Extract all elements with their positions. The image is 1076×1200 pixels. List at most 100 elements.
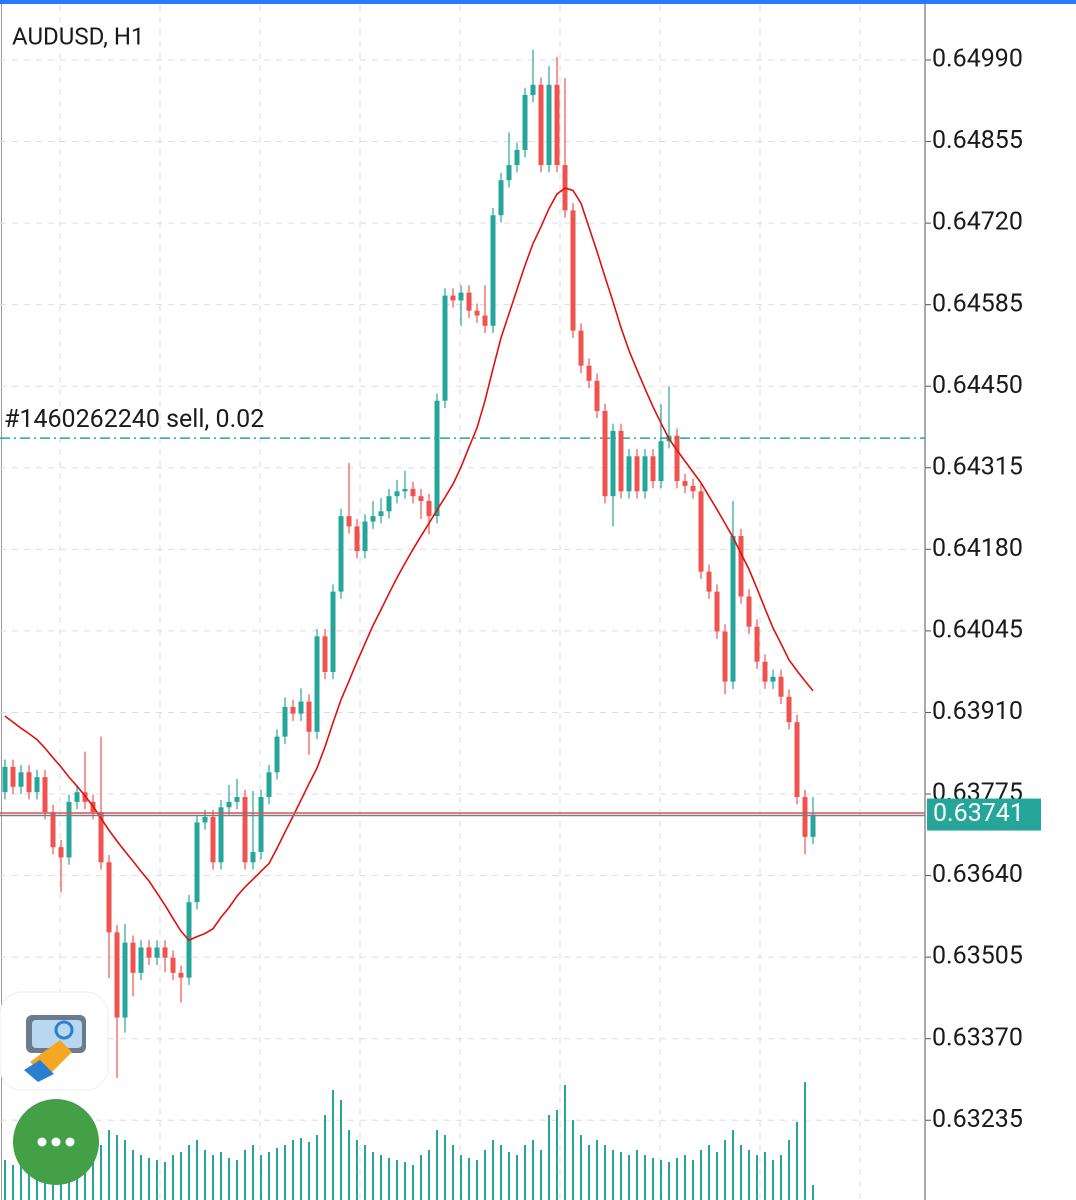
volume-bar — [692, 1160, 694, 1200]
candle-body — [530, 84, 536, 96]
volume-bar — [612, 1150, 614, 1200]
candle-body — [50, 812, 56, 848]
candle-body — [738, 536, 744, 597]
candle-body — [218, 807, 224, 863]
volume-bar — [356, 1140, 358, 1200]
volume-bar — [124, 1140, 126, 1200]
volume-bar — [668, 1162, 670, 1200]
volume-bar — [716, 1152, 718, 1200]
volume-bar — [20, 1155, 22, 1200]
y-tick-label: 0.63910 — [932, 697, 1023, 726]
candle-body — [546, 84, 552, 166]
volume-bar — [652, 1158, 654, 1200]
volume-bar — [340, 1100, 342, 1200]
candle-body — [74, 792, 80, 802]
candle-body — [274, 736, 280, 773]
candle-body — [2, 766, 8, 793]
candle-body — [778, 676, 784, 697]
y-tick-label: 0.63370 — [932, 1023, 1023, 1052]
candle-body — [466, 292, 472, 311]
volume-bar — [556, 1110, 558, 1200]
volume-bar — [380, 1155, 382, 1200]
volume-bar — [412, 1165, 414, 1200]
y-tick-label: 0.64720 — [932, 208, 1023, 237]
candle-body — [178, 972, 184, 978]
candle-body — [618, 430, 624, 492]
volume-bar — [764, 1152, 766, 1200]
candle-body — [210, 816, 216, 863]
volume-bar — [620, 1152, 622, 1200]
volume-bar — [484, 1150, 486, 1200]
candle-body — [42, 777, 48, 813]
volume-bar — [708, 1145, 710, 1200]
candle-body — [58, 847, 64, 858]
volume-bar — [772, 1160, 774, 1200]
candle-body — [98, 812, 104, 863]
candle-body — [682, 481, 688, 486]
volume-bar — [116, 1135, 118, 1200]
candle-body — [522, 95, 528, 150]
candle-body — [402, 488, 408, 492]
volume-bar — [628, 1155, 630, 1200]
volume-bar — [588, 1145, 590, 1200]
candle-body — [154, 947, 160, 958]
volume-bar — [212, 1155, 214, 1200]
volume-bar — [164, 1162, 166, 1200]
volume-bar — [100, 1145, 102, 1200]
candle-body — [410, 488, 416, 497]
volume-bar — [92, 1138, 94, 1200]
y-tick-label: 0.64450 — [932, 371, 1023, 400]
order-label: #1460262240 sell, 0.02 — [4, 405, 264, 434]
volume-bar — [388, 1158, 390, 1200]
candle-body — [354, 526, 360, 552]
volume-bar — [260, 1155, 262, 1200]
candle-body — [114, 932, 120, 1018]
volume-bar — [724, 1140, 726, 1200]
last-price-label: 0.63741 — [933, 799, 1024, 828]
candle-body — [506, 165, 512, 181]
y-tick-label: 0.63505 — [932, 942, 1023, 971]
volume-bar — [52, 1152, 54, 1200]
candle-body — [786, 696, 792, 723]
candle-body — [554, 84, 560, 166]
candle-body — [770, 676, 776, 682]
volume-bar — [636, 1150, 638, 1200]
candle-body — [706, 571, 712, 592]
candle-body — [250, 852, 256, 863]
volume-bar — [188, 1145, 190, 1200]
candle-body — [130, 942, 136, 973]
candle-body — [234, 797, 240, 802]
volume-bar — [548, 1115, 550, 1200]
candle-body — [426, 501, 432, 517]
candle-body — [458, 292, 464, 301]
candle-body — [570, 210, 576, 331]
volume-bar — [492, 1140, 494, 1200]
candle-body — [746, 596, 752, 627]
candle-body — [330, 591, 336, 672]
candle-body — [306, 701, 312, 732]
candle-body — [514, 149, 520, 166]
volume-bar — [252, 1145, 254, 1200]
y-tick-label: 0.64315 — [932, 452, 1023, 481]
volume-bar — [796, 1122, 798, 1200]
candle-body — [634, 456, 640, 492]
volume-bar — [324, 1115, 326, 1200]
volume-bar — [436, 1130, 438, 1200]
volume-bar — [140, 1155, 142, 1200]
volume-bar — [596, 1140, 598, 1200]
candle-body — [722, 631, 728, 682]
volume-bar — [732, 1130, 734, 1200]
candle-body — [698, 491, 704, 572]
volume-bar — [284, 1145, 286, 1200]
volume-bar — [4, 1160, 6, 1200]
volume-bar — [524, 1145, 526, 1200]
candle-body — [586, 365, 592, 381]
candle-body — [730, 536, 736, 682]
candle-body — [498, 180, 504, 216]
volume-bar — [516, 1155, 518, 1200]
candle-body — [650, 456, 656, 482]
chart-title: AUDUSD, H1 — [12, 22, 144, 50]
candle-body — [314, 636, 320, 732]
